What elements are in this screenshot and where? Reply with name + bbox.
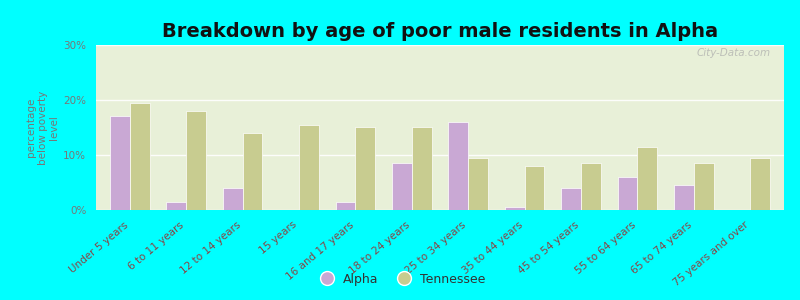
Text: City-Data.com: City-Data.com [696, 48, 770, 58]
Bar [166, 202, 186, 210]
Bar [581, 163, 601, 210]
Bar [468, 158, 488, 210]
Title: Breakdown by age of poor male residents in Alpha: Breakdown by age of poor male residents … [162, 22, 718, 41]
Bar [449, 122, 468, 210]
Bar [694, 163, 714, 210]
Bar [505, 207, 525, 210]
Bar [674, 185, 694, 210]
Bar [130, 103, 150, 210]
Bar [110, 116, 130, 210]
Bar [412, 128, 431, 210]
Bar [186, 111, 206, 210]
Bar [392, 163, 412, 210]
Bar [242, 133, 262, 210]
Bar [638, 147, 657, 210]
Bar [336, 202, 355, 210]
Bar [750, 158, 770, 210]
Bar [299, 125, 318, 210]
Bar [618, 177, 638, 210]
Bar [525, 166, 544, 210]
Bar [562, 188, 581, 210]
Y-axis label: percentage
below poverty
level: percentage below poverty level [26, 90, 59, 165]
Legend: Alpha, Tennessee: Alpha, Tennessee [310, 268, 490, 291]
Bar [355, 128, 375, 210]
Bar [223, 188, 242, 210]
